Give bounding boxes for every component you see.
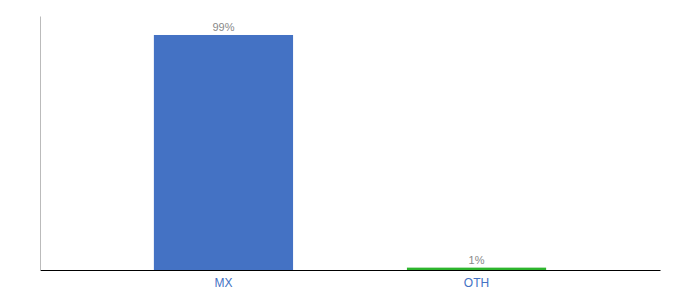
x-tick-label: MX xyxy=(214,276,232,290)
x-axis-line xyxy=(41,270,661,271)
x-tick: MX xyxy=(214,270,232,290)
x-tick-label: OTH xyxy=(464,276,489,290)
chart-container: MX OTH 99% 1% xyxy=(0,0,680,300)
plot-area: MX OTH 99% 1% xyxy=(41,17,661,290)
bars xyxy=(154,35,546,270)
y-axis xyxy=(40,17,41,271)
chart-svg: MX OTH 99% 1% xyxy=(0,0,680,300)
bar xyxy=(407,268,546,270)
x-tick: OTH xyxy=(464,270,489,290)
bar xyxy=(154,35,293,270)
data-label: 99% xyxy=(212,21,234,33)
data-label: 1% xyxy=(469,254,485,266)
x-axis: MX OTH xyxy=(41,270,661,290)
data-labels: 99% 1% xyxy=(212,21,484,266)
y-axis-line xyxy=(40,17,41,271)
